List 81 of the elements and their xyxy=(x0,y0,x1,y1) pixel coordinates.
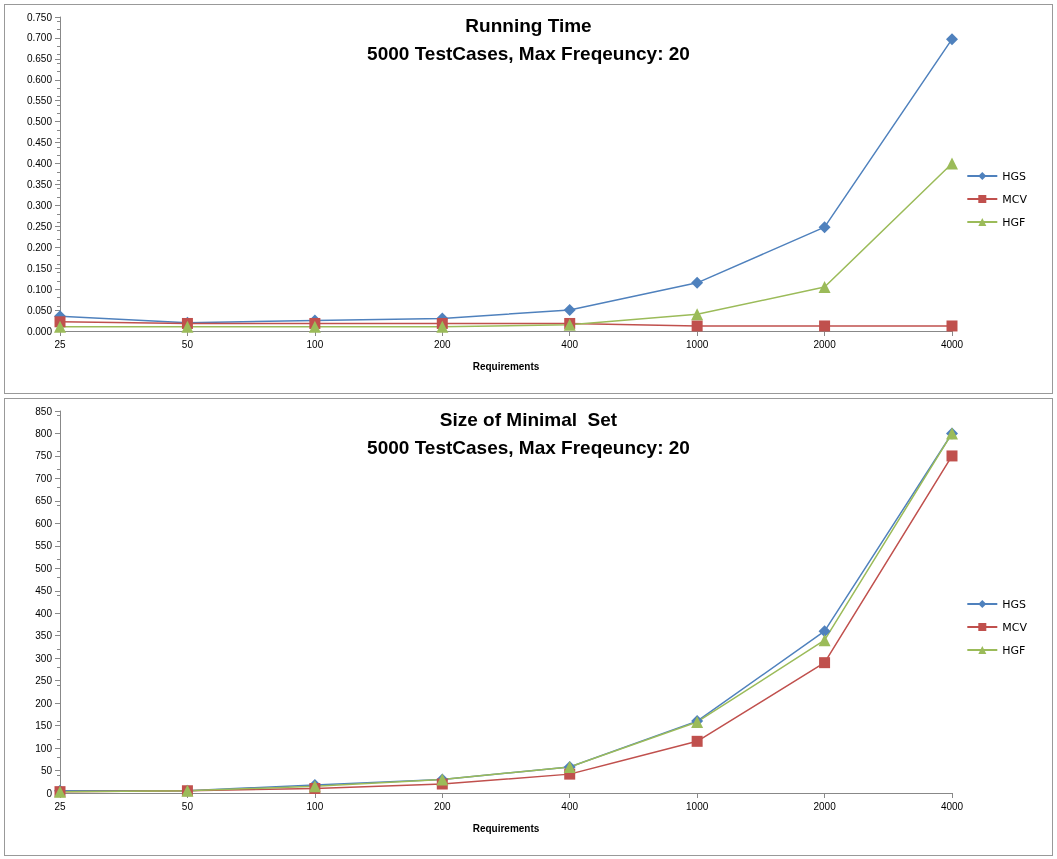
chart-title: Running Time xyxy=(465,15,592,36)
legend-label: MCV xyxy=(1002,192,1028,206)
y-tick-label: 0.100 xyxy=(26,283,53,295)
point xyxy=(818,625,831,638)
point xyxy=(691,320,703,332)
x-tick-label: 2000 xyxy=(813,338,837,350)
x-tick-label: 50 xyxy=(181,338,194,350)
y-tick-label: 100 xyxy=(35,742,53,754)
point xyxy=(691,735,703,747)
x-tick-label: 25 xyxy=(54,800,66,812)
point xyxy=(819,320,831,332)
x-tick-label: 2000 xyxy=(813,800,837,812)
y-tick-label: 0 xyxy=(46,787,53,799)
point xyxy=(818,221,831,234)
y-tick-label: 650 xyxy=(35,495,53,507)
point xyxy=(818,634,831,647)
chart-title: Size of Minimal Set xyxy=(439,409,618,430)
y-tick-label: 0.400 xyxy=(26,158,53,170)
x-tick-label: 4000 xyxy=(940,338,964,350)
y-tick-label: 200 xyxy=(35,697,53,709)
text: 5000 TestCases, Max Freqeuncy: 20 xyxy=(367,43,690,64)
y-tick-label: 400 xyxy=(35,607,53,619)
legend-label: MCV xyxy=(1002,620,1028,634)
point xyxy=(54,320,66,333)
point xyxy=(819,657,831,669)
point xyxy=(691,276,704,289)
y-tick-label: 0.550 xyxy=(26,95,53,107)
x-tick-label: 1000 xyxy=(686,800,709,812)
point xyxy=(691,308,704,321)
y-tick-label: 0.050 xyxy=(26,304,53,316)
y-tick-label: 250 xyxy=(35,675,53,687)
y-tick-label: 550 xyxy=(35,540,53,552)
x-axis-title: Requirements xyxy=(472,822,540,834)
y-tick-label: 750 xyxy=(35,450,53,462)
x-tick-label: 100 xyxy=(306,338,324,350)
legend-label: HGS xyxy=(1002,597,1027,611)
legend-label: HGF xyxy=(1002,215,1026,229)
y-tick-label: 0.000 xyxy=(26,325,53,337)
x-tick-label: 1000 xyxy=(686,338,709,350)
y-tick-label: 450 xyxy=(35,585,53,597)
point xyxy=(946,320,958,332)
y-tick-label: 700 xyxy=(35,472,53,484)
point xyxy=(946,33,958,46)
y-tick-label: 0.150 xyxy=(26,262,53,274)
y-tick-label: 50 xyxy=(40,765,53,777)
y-tick-label: 150 xyxy=(35,720,53,732)
y-tick-label: 0.600 xyxy=(26,74,53,86)
x-tick-label: 25 xyxy=(54,338,66,350)
y-tick-label: 0.250 xyxy=(26,220,53,232)
x-tick-label: 400 xyxy=(561,338,579,350)
x-tick-label: 400 xyxy=(561,800,579,812)
point xyxy=(946,450,958,462)
legend-label: HGS xyxy=(1002,169,1027,183)
y-tick-label: 800 xyxy=(35,427,53,439)
legend-label: HGF xyxy=(1002,643,1026,657)
point xyxy=(181,320,194,333)
point xyxy=(436,320,449,333)
y-tick-label: 0.650 xyxy=(26,53,53,65)
x-tick-label: 4000 xyxy=(940,800,964,812)
x-tick-label: 200 xyxy=(433,338,452,350)
point xyxy=(946,157,958,170)
point xyxy=(563,304,576,317)
x-tick-label: 200 xyxy=(433,800,452,812)
y-tick-label: 0.300 xyxy=(26,199,53,211)
y-tick-label: 600 xyxy=(35,517,53,529)
y-tick-label: 350 xyxy=(35,630,53,642)
point xyxy=(818,281,831,294)
y-tick-label: 0.700 xyxy=(26,32,53,44)
y-tick-label: 300 xyxy=(35,652,53,664)
y-tick-label: 0.750 xyxy=(26,11,53,23)
y-tick-label: 0.350 xyxy=(26,178,53,190)
y-tick-label: 0.200 xyxy=(26,241,53,253)
point xyxy=(308,320,321,333)
x-tick-label: 100 xyxy=(306,800,324,812)
text: 5000 TestCases, Max Freqeuncy: 20 xyxy=(367,437,690,458)
y-tick-label: 0.500 xyxy=(26,116,53,128)
y-tick-label: 500 xyxy=(35,562,53,574)
y-tick-label: 0.450 xyxy=(26,137,53,149)
x-axis-title: Requirements xyxy=(472,360,540,372)
x-tick-label: 50 xyxy=(181,800,194,812)
y-tick-label: 850 xyxy=(35,405,53,417)
